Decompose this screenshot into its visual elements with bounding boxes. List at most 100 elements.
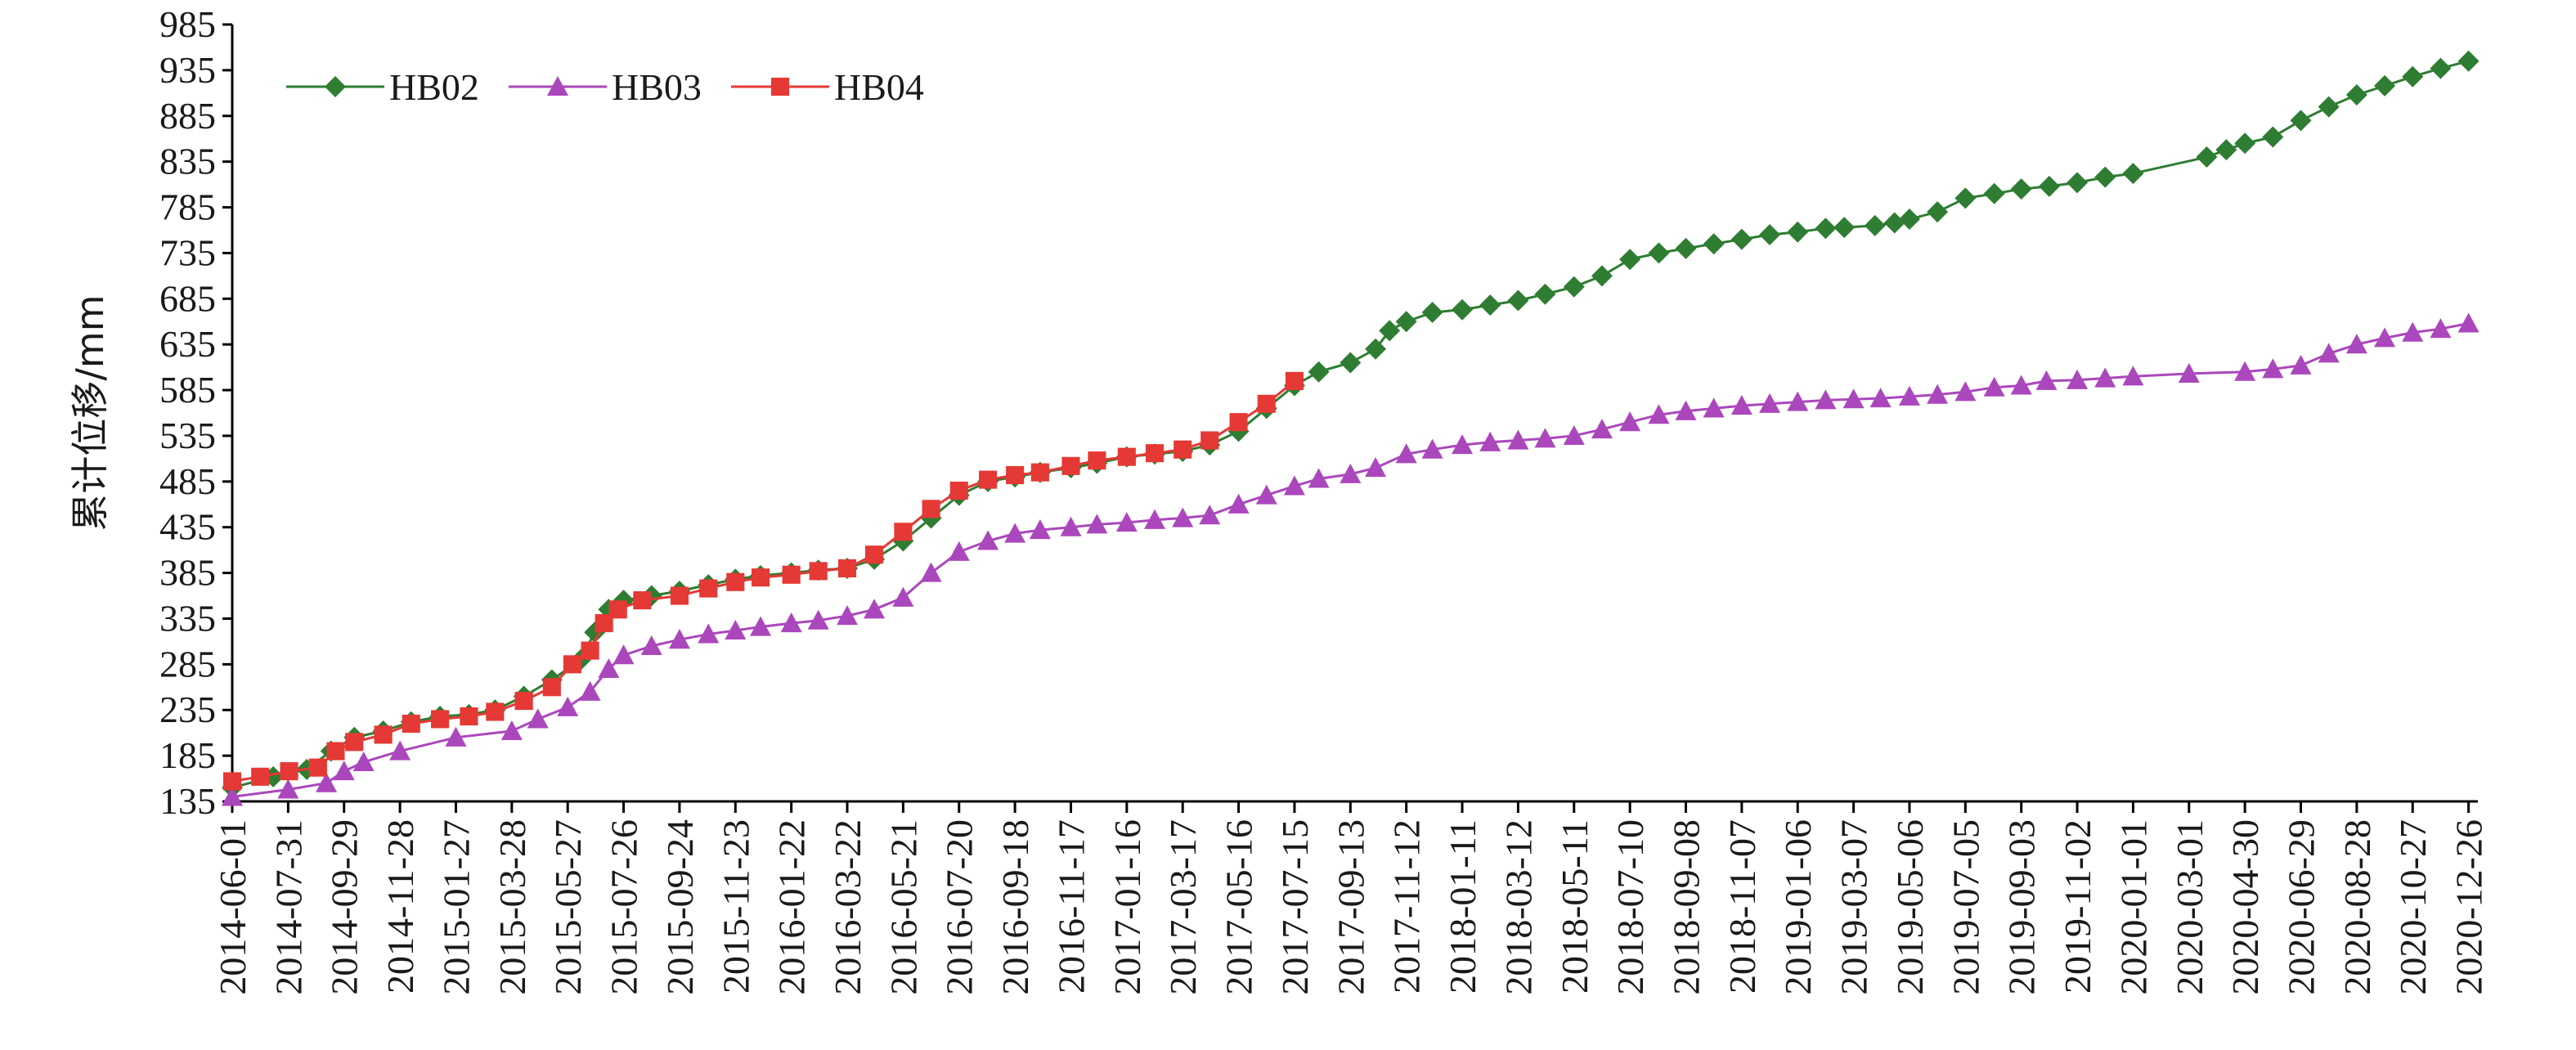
data-point	[1115, 512, 1138, 532]
data-point	[977, 530, 999, 550]
data-point	[316, 772, 338, 792]
data-point	[726, 572, 745, 591]
data-point	[1815, 389, 1837, 410]
data-point	[2122, 163, 2144, 185]
data-point	[1421, 438, 1443, 459]
data-point	[1229, 413, 1248, 432]
data-point	[1983, 182, 2005, 204]
x-tick-label: 2018-05-11	[1554, 819, 1595, 994]
x-tick-label: 2017-01-16	[1106, 819, 1148, 995]
data-point	[1452, 298, 1474, 321]
data-point	[1842, 388, 1865, 409]
data-point	[2094, 166, 2116, 188]
data-point	[1200, 431, 1219, 450]
data-point	[1030, 463, 1049, 482]
data-point	[460, 707, 478, 726]
data-point	[1029, 519, 1051, 540]
x-tick-label: 2015-03-28	[491, 819, 533, 995]
data-point	[280, 762, 298, 781]
y-tick-label: 835	[159, 141, 216, 182]
x-tick-label: 2015-09-24	[659, 819, 701, 995]
data-point	[2234, 361, 2256, 381]
data-point	[750, 616, 772, 636]
y-tick-label: 985	[159, 3, 216, 45]
data-point	[1172, 507, 1194, 527]
x-tick-label: 2018-11-07	[1721, 819, 1763, 994]
data-point	[1927, 384, 1949, 404]
data-point	[2290, 354, 2312, 375]
x-tick-label: 2016-09-18	[994, 819, 1036, 995]
data-point	[1395, 311, 1417, 333]
data-point	[2290, 110, 2312, 132]
data-point	[1954, 187, 1977, 209]
series-hb03	[222, 312, 2480, 806]
data-point	[222, 786, 243, 806]
x-tick-label: 2019-05-06	[1889, 819, 1931, 995]
data-point	[1833, 217, 1856, 239]
data-point	[2215, 139, 2237, 161]
data-point	[1563, 276, 1585, 298]
data-point	[345, 733, 364, 752]
data-point	[1421, 302, 1443, 324]
data-point	[1563, 424, 1585, 445]
data-point	[1285, 371, 1304, 390]
data-point	[1787, 391, 1809, 411]
data-point	[1507, 289, 1529, 312]
data-point	[837, 605, 859, 626]
data-point	[445, 726, 467, 747]
x-tick-label: 2015-11-23	[715, 819, 756, 994]
data-point	[1898, 385, 1920, 406]
x-tick-label: 2020-10-27	[2392, 819, 2434, 995]
y-tick-label: 335	[159, 597, 216, 639]
data-point	[670, 586, 689, 605]
data-point	[1395, 443, 1417, 464]
data-point	[2010, 375, 2032, 395]
data-point	[1479, 294, 1501, 316]
data-point	[1086, 514, 1108, 534]
legend-label: HB04	[834, 66, 924, 108]
x-tick-label: 2020-08-28	[2336, 819, 2378, 995]
data-point	[1255, 484, 1277, 505]
data-point	[557, 696, 579, 716]
data-point	[1759, 224, 1781, 246]
data-point	[698, 623, 720, 644]
legend-item-hb03: HB03	[509, 66, 702, 108]
data-point	[668, 629, 690, 649]
data-point	[595, 614, 613, 633]
y-tick-label: 435	[159, 506, 216, 548]
y-tick-label: 185	[159, 734, 216, 776]
x-tick-label: 2019-09-03	[2001, 819, 2043, 995]
data-point	[542, 678, 561, 697]
data-point	[979, 470, 998, 489]
data-point	[2318, 343, 2340, 363]
data-point	[1703, 233, 1725, 255]
legend-label: HB03	[612, 66, 702, 108]
series-layer	[222, 50, 2480, 806]
x-tick-label: 2015-07-26	[604, 819, 645, 995]
data-point	[725, 620, 747, 640]
x-tick-label: 2017-09-13	[1330, 819, 1371, 995]
data-point	[1006, 465, 1025, 485]
y-tick-label: 235	[159, 689, 216, 730]
y-axis-title: 累计位移/mm	[68, 294, 112, 531]
data-point	[581, 641, 599, 660]
data-point	[809, 562, 828, 581]
data-point	[922, 500, 940, 518]
data-point	[837, 559, 857, 578]
y-tick-label: 285	[159, 643, 216, 684]
data-point	[1534, 283, 1556, 305]
data-point	[598, 657, 620, 678]
data-point	[1815, 218, 1837, 240]
legend-label: HB02	[389, 66, 479, 108]
data-point	[2345, 84, 2367, 106]
data-point	[1983, 376, 2005, 397]
data-point	[308, 758, 327, 777]
data-point	[222, 772, 242, 791]
data-point	[2035, 370, 2058, 390]
data-point	[2122, 366, 2144, 386]
x-tick-label: 2014-09-29	[324, 819, 366, 995]
x-tick-label: 2015-05-27	[547, 819, 589, 995]
data-point	[1145, 444, 1165, 463]
